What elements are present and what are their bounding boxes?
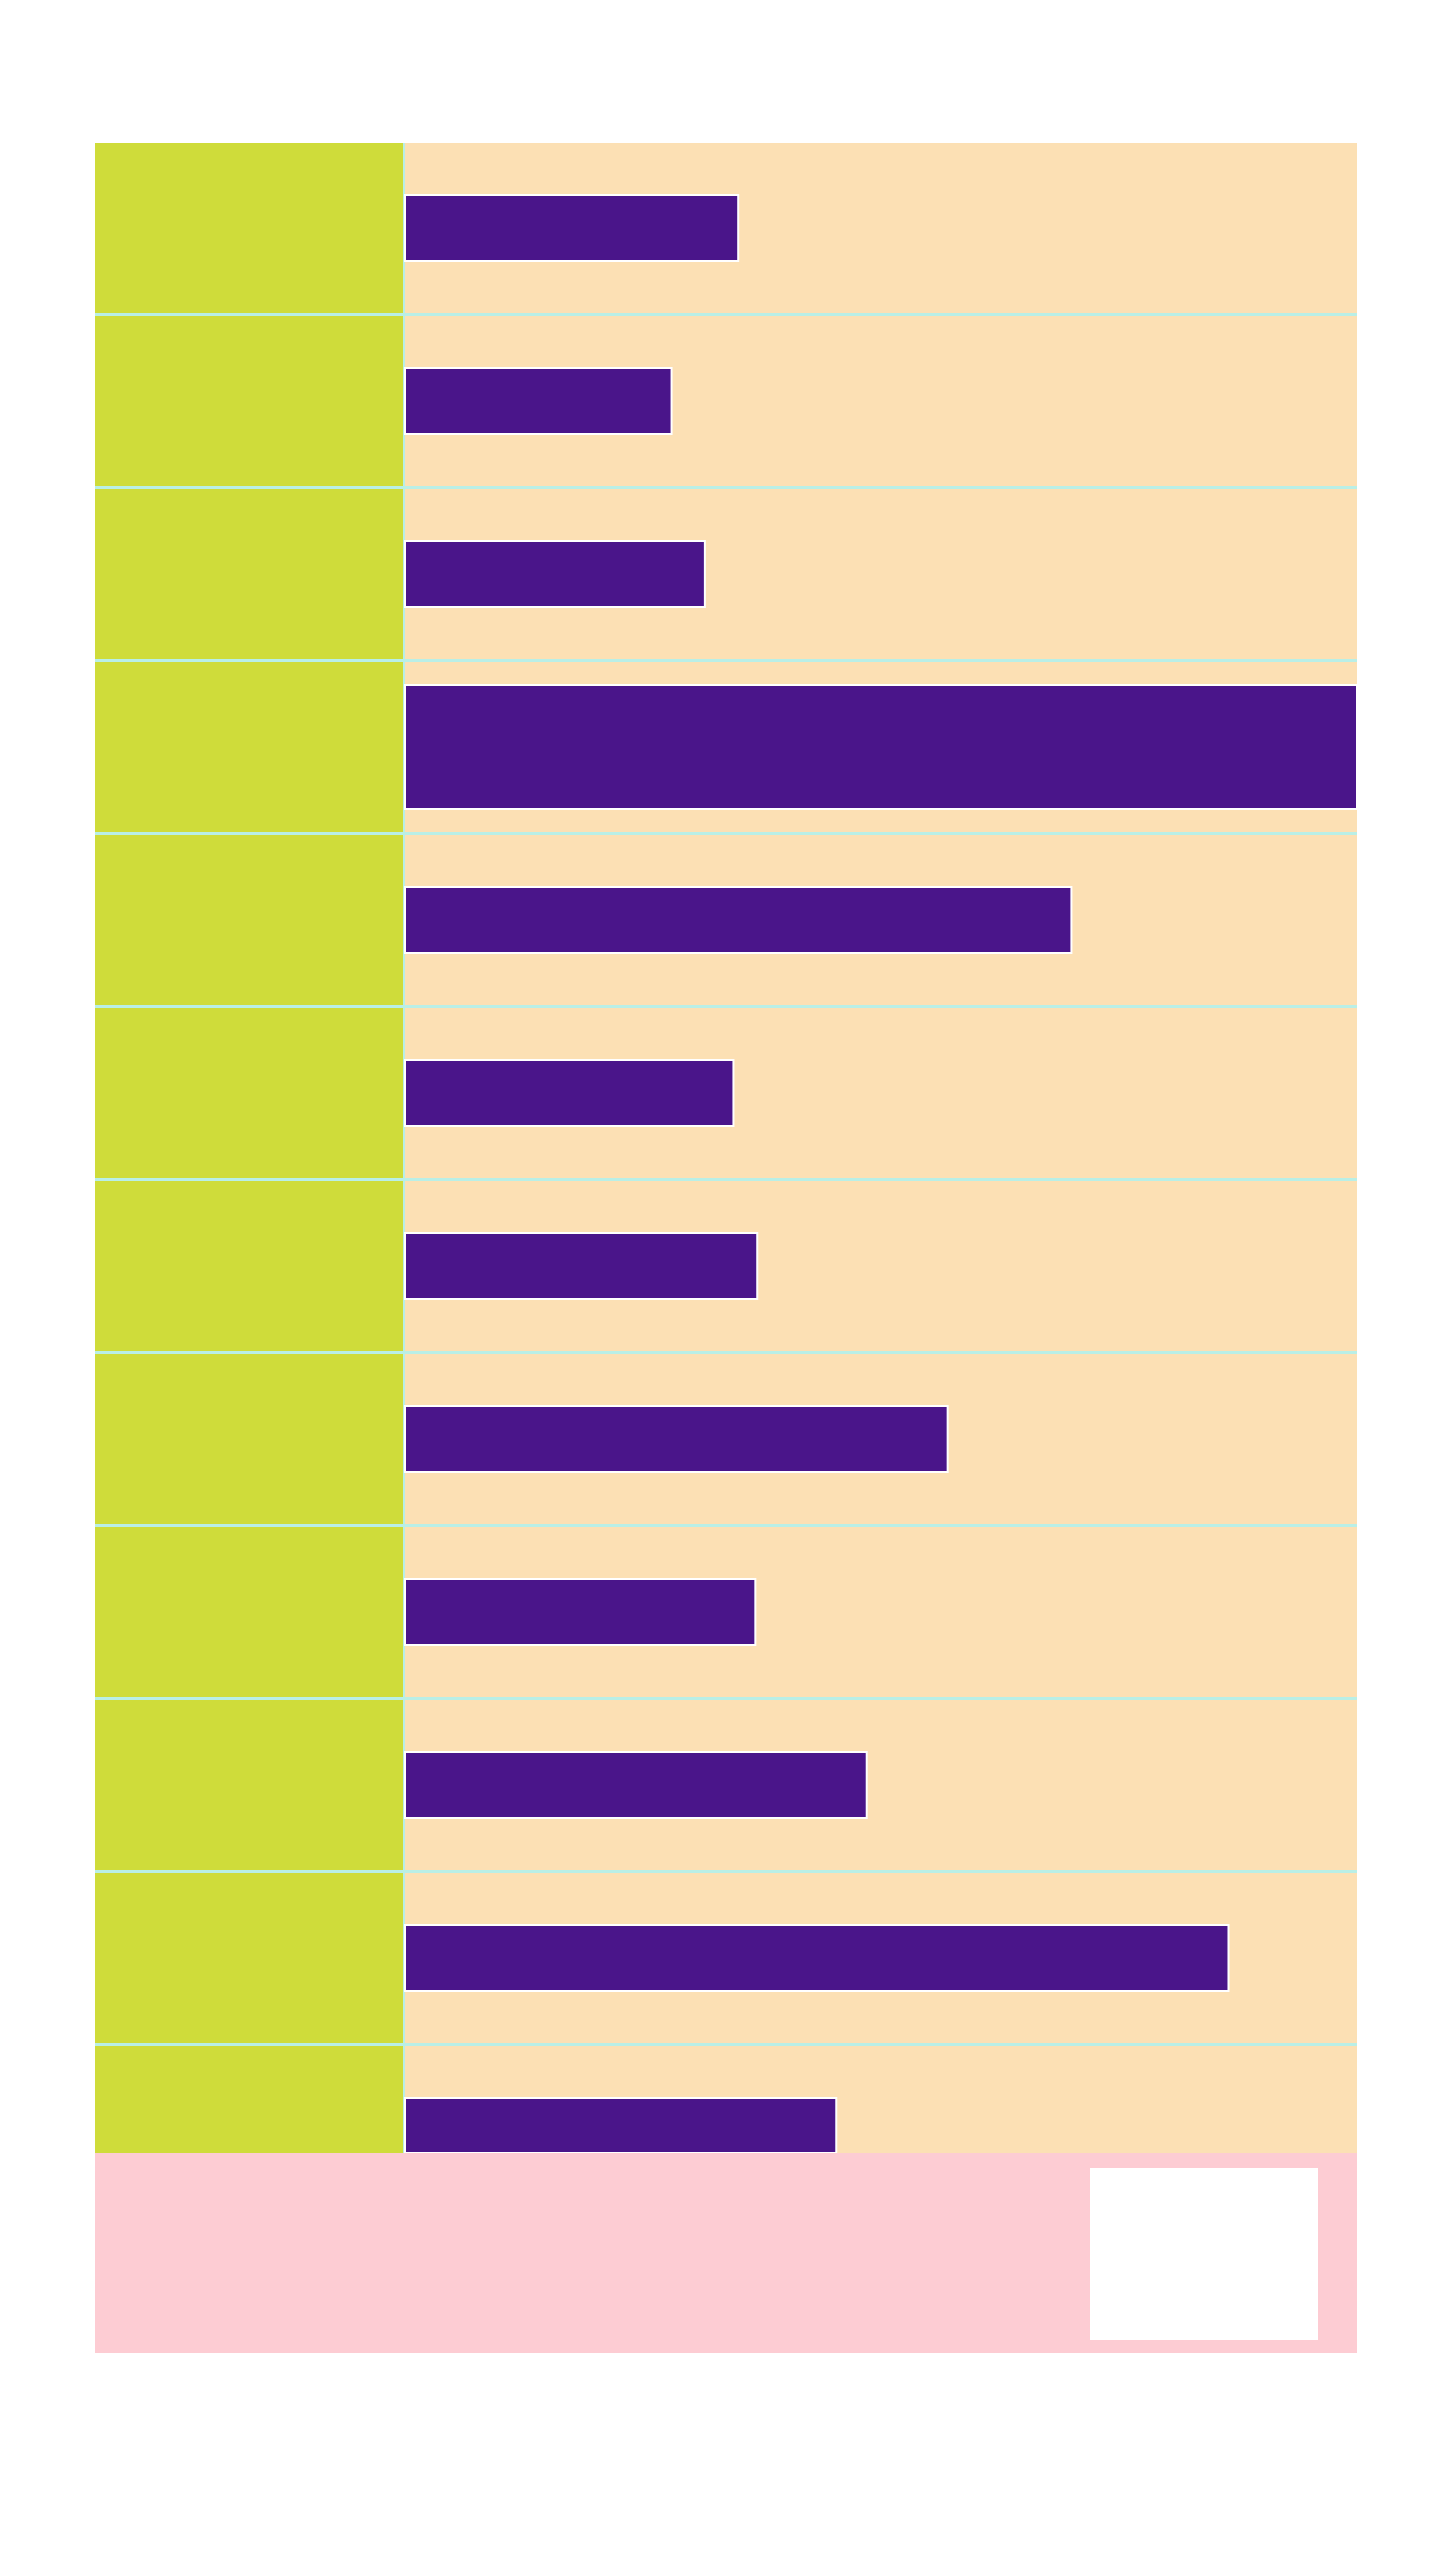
category-cell <box>95 489 403 659</box>
category-cell <box>95 1527 403 1697</box>
category-cell <box>95 1354 403 1524</box>
rows-layer <box>95 143 1357 2153</box>
bar <box>404 540 706 608</box>
bar <box>404 1405 949 1473</box>
bar <box>404 886 1073 954</box>
category-cell <box>95 1873 403 2043</box>
bar <box>404 1924 1230 1992</box>
category-cell <box>95 662 403 832</box>
bar <box>404 2097 838 2154</box>
category-cell <box>95 2046 403 2153</box>
bars-layer <box>404 194 1357 2154</box>
bar <box>404 684 1357 810</box>
category-cell <box>95 316 403 486</box>
legend-box <box>1090 2168 1318 2340</box>
category-cell <box>95 1181 403 1351</box>
category-cell <box>95 835 403 1005</box>
bar <box>404 1232 759 1300</box>
category-cell <box>95 143 403 313</box>
category-cell <box>95 1700 403 1870</box>
bar <box>404 1751 868 1819</box>
bar <box>404 194 740 262</box>
chart-canvas <box>95 143 1357 2353</box>
bar-chart <box>95 143 1357 2353</box>
bar <box>404 367 673 435</box>
bar <box>404 1578 757 1646</box>
category-cell <box>95 1008 403 1178</box>
bar <box>404 1059 735 1127</box>
